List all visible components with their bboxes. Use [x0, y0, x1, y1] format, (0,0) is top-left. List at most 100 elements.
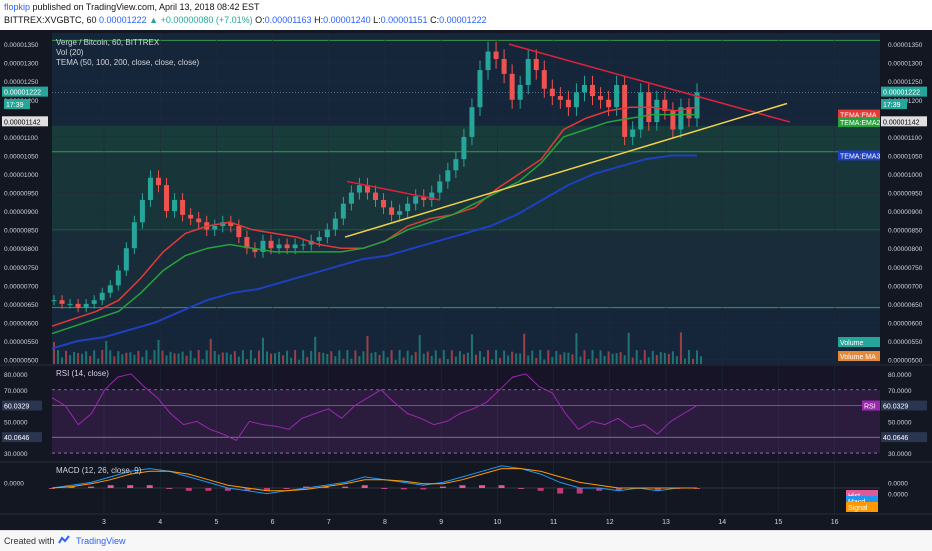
- author-link[interactable]: flopkip: [4, 2, 31, 12]
- volume-bar: [679, 332, 682, 364]
- volume-bar: [583, 350, 586, 364]
- tradingview-link[interactable]: TradingView: [76, 536, 126, 546]
- volume-bar: [426, 351, 429, 364]
- trendline-red-upper: [508, 43, 791, 123]
- volume-bar: [547, 350, 550, 364]
- rsi-tick-left: 70.0000: [4, 388, 28, 395]
- tema-ema2-line: [51, 113, 697, 335]
- candle-body: [622, 84, 628, 137]
- macd-tick-right: 0.0000: [888, 480, 908, 487]
- candle-body: [485, 51, 491, 71]
- candle-body: [638, 92, 644, 130]
- macd-signal-legend-bg: [846, 502, 878, 512]
- volume-bar: [278, 351, 281, 364]
- candle-body: [340, 203, 346, 219]
- volume-bar: [221, 352, 224, 364]
- candle-body: [196, 218, 202, 223]
- volume-bar: [193, 358, 196, 364]
- rsi-tick-left: 30.0000: [4, 451, 28, 458]
- volume-bar: [185, 355, 188, 364]
- x-tick-label: 10: [494, 519, 502, 526]
- candle-body: [437, 181, 443, 193]
- volume-bar: [257, 350, 260, 364]
- volume-bar: [173, 353, 176, 364]
- volume-bar: [161, 350, 164, 364]
- volume-bar: [615, 353, 618, 364]
- x-tick-label: 5: [214, 519, 218, 526]
- volume-bar: [241, 350, 244, 364]
- macd-hist-bar: [342, 486, 349, 488]
- volume-bar: [318, 352, 321, 364]
- x-tick-label: 12: [606, 519, 614, 526]
- y-tick-label-left: 0.00000650: [4, 302, 39, 309]
- volume-bar: [438, 358, 441, 364]
- volume-bar: [671, 351, 674, 364]
- chart-svg[interactable]: 0.00001350 0.00001350 0.00001300 0.00001300…: [0, 30, 932, 530]
- volume-bar: [290, 357, 293, 364]
- volume-bar: [57, 350, 60, 364]
- volume-bar: [245, 359, 248, 364]
- x-tick-label: 4: [158, 519, 162, 526]
- last-price-badge-left-bg: [2, 86, 48, 97]
- main-chart-title: Verge / Bitcoin, 60, BITTREX: [56, 38, 160, 47]
- macd-title: MACD (12, 26, close, 9): [56, 466, 142, 475]
- volume-bar: [229, 354, 232, 364]
- x-tick-label: 8: [383, 519, 387, 526]
- y-tick-label-right: 0.00001050: [888, 153, 923, 160]
- tema-ema2-label: TEMA:EMA2: [840, 120, 881, 127]
- x-tick-label: 15: [775, 519, 783, 526]
- volume-bar: [555, 350, 558, 364]
- volume-bar: [478, 350, 481, 364]
- change-arrow: ▲: [149, 15, 159, 25]
- candle-body: [397, 211, 403, 215]
- volume-bar: [487, 350, 490, 364]
- candle-body: [164, 185, 170, 212]
- macd-hist-bar: [224, 488, 231, 491]
- chart-header: flopkip published on TradingView.com, Ap…: [0, 0, 932, 30]
- volume-bar: [394, 359, 397, 364]
- macd-hist-bar: [107, 485, 114, 488]
- macd-line: [51, 465, 697, 495]
- macd-hist-legend-bg: [846, 490, 878, 500]
- volume-ma-legend-bg: [838, 351, 880, 361]
- volume-bar: [563, 352, 566, 364]
- close-value: 0.00001222: [439, 15, 487, 25]
- y-tick-label-left: 0.00000500: [4, 358, 39, 365]
- volume-bar: [691, 358, 694, 364]
- x-tick-label: 7: [327, 519, 331, 526]
- volume-bar: [274, 353, 277, 364]
- volume-bar: [157, 339, 160, 364]
- volume-bar: [631, 357, 634, 364]
- volume-bar: [675, 356, 678, 364]
- chart-area[interactable]: 0.00001350 0.00001350 0.00001300 0.00001300…: [0, 30, 932, 530]
- candle-body: [694, 92, 700, 119]
- rsi-series-label-bg: [862, 400, 880, 411]
- y-tick-label-left: 0.00000550: [4, 339, 39, 346]
- last-price-badge-left: 0.00001222: [4, 90, 41, 97]
- volume-bar: [523, 333, 526, 364]
- candle-body: [292, 244, 298, 249]
- x-tick-label: 16: [831, 519, 839, 526]
- candle-body: [678, 107, 684, 130]
- volume-bar: [93, 350, 96, 364]
- volume-bar: [209, 338, 212, 364]
- rsi-current-left: 60.0329: [4, 404, 29, 411]
- volume-bar: [422, 353, 425, 364]
- volume-bar: [454, 356, 457, 364]
- candle-body: [606, 99, 612, 108]
- volume-bar: [109, 350, 112, 364]
- volume-bar: [125, 352, 128, 364]
- last-price: 0.00001222: [99, 15, 147, 25]
- volume-bar: [302, 350, 305, 364]
- y-tick-label-left: 0.00000850: [4, 228, 39, 235]
- volume-bar: [249, 350, 252, 364]
- macd-hist-bar: [381, 488, 388, 489]
- volume-bar: [599, 350, 602, 364]
- volume-bar: [117, 351, 120, 364]
- volume-bar: [374, 352, 377, 364]
- candle-body: [445, 170, 451, 182]
- high-value: 0.00001240: [323, 15, 371, 25]
- volume-bar: [81, 353, 84, 364]
- volume-bar: [270, 353, 273, 364]
- volume-bar: [619, 351, 622, 364]
